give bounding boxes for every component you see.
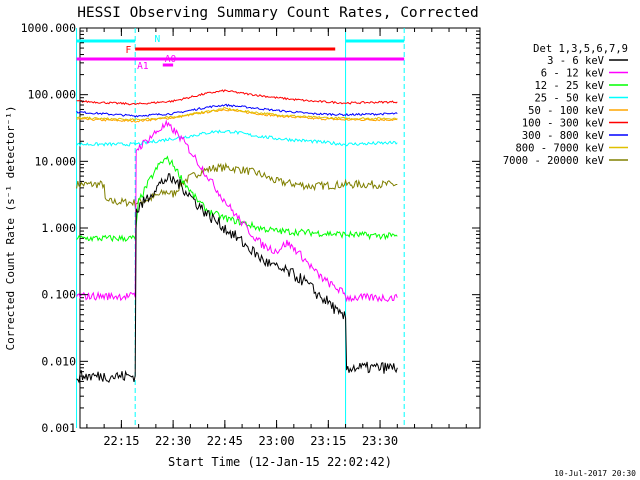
state-bar-label: A1 [137,61,149,72]
legend-entry-label: 50 - 100 keV [528,105,605,117]
series-line-1 [76,119,398,303]
legend-entry-label: 12 - 25 keV [534,80,604,92]
legend-entry-label: 6 - 12 keV [541,68,605,80]
legend-entry-label: 800 - 7000 keV [515,143,604,155]
y-tick-label: 100.000 [28,88,77,102]
state-bar-label: N [155,34,161,45]
y-tick-label: 1000.000 [21,21,76,35]
series-line-4 [76,109,398,123]
legend-entry-label: 300 - 800 keV [522,130,605,142]
x-axis-label: Start Time (12-Jan-15 22:02:42) [168,455,392,469]
x-tick-label: 23:30 [362,434,398,448]
footer-date: 10-Jul-2017 20:30 [554,469,636,478]
series-line-2 [76,155,398,243]
series-line-8 [76,162,398,209]
state-bar-label: F [125,45,131,56]
x-tick-label: 23:00 [259,434,295,448]
plot-frame [79,27,481,429]
y-tick-label: 10.000 [34,154,76,168]
series-line-0 [76,173,398,384]
x-tick-label: 22:15 [103,434,139,448]
x-tick-label: 22:30 [155,434,191,448]
legend-entry-label: 3 - 6 keV [547,55,605,67]
y-axis-label: Corrected Count Rate (s⁻¹ detector⁻¹) [4,105,17,350]
legend-entry-label: 25 - 50 keV [534,93,604,105]
x-tick-label: 23:15 [310,434,346,448]
x-tick-label: 22:45 [207,434,243,448]
y-tick-label: 0.100 [41,288,76,302]
y-tick-label: 0.001 [41,421,76,435]
series-line-6 [76,103,398,118]
y-tick-label: 1.000 [41,221,76,235]
legend-title: Det 1,3,5,6,7,9 [533,43,628,55]
y-tick-label: 0.010 [41,354,76,368]
chart-title: HESSI Observing Summary Count Rates, Cor… [77,5,479,21]
series-line-7 [76,106,398,122]
series-line-5 [76,89,398,106]
series-line-3 [76,129,398,147]
legend-entry-label: 7000 - 20000 keV [503,155,605,167]
legend-entry-label: 100 - 300 keV [522,118,605,130]
